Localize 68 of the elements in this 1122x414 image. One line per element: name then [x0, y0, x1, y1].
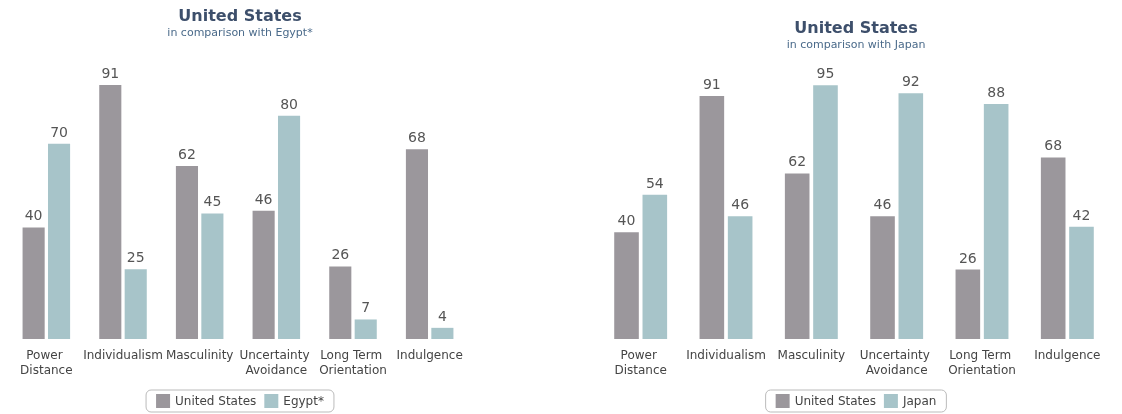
- x-tick-label: Individualism: [83, 347, 163, 362]
- data-label: 80: [280, 95, 298, 112]
- x-tick-label: Long Term Orientation: [948, 347, 1016, 377]
- bar: [431, 327, 454, 339]
- bar: [1069, 226, 1094, 339]
- bar: [277, 115, 301, 339]
- legend-label: United States: [794, 394, 876, 408]
- data-label: 68: [408, 129, 426, 146]
- bar: [699, 96, 725, 339]
- legend-label: Japan: [901, 394, 937, 408]
- bar: [870, 216, 895, 339]
- data-label: 95: [816, 65, 835, 82]
- bar: [642, 194, 668, 339]
- data-label: 62: [178, 146, 196, 163]
- data-label: 70: [50, 123, 68, 140]
- data-label: 54: [645, 174, 664, 191]
- data-label: 46: [254, 190, 273, 207]
- bar: [329, 266, 352, 339]
- bar: [47, 143, 71, 339]
- bar: [813, 85, 838, 339]
- data-label: 91: [702, 76, 721, 93]
- bar: [124, 269, 147, 339]
- data-label: 40: [24, 207, 43, 224]
- data-label: 62: [788, 153, 807, 170]
- legend-label: United States: [175, 394, 257, 408]
- data-label: 26: [331, 246, 350, 263]
- bar: [175, 166, 199, 339]
- data-label: 25: [126, 249, 145, 266]
- data-label: 68: [1044, 137, 1063, 154]
- chart-title: United States: [794, 17, 918, 37]
- data-label: 4: [437, 307, 447, 324]
- bar: [614, 232, 639, 339]
- chart-subtitle: in comparison with Japan: [786, 38, 926, 51]
- data-label: 92: [901, 73, 920, 90]
- bar: [1040, 157, 1066, 339]
- bar: [784, 173, 810, 339]
- x-tick-label: Uncertainty Avoidance: [859, 347, 934, 377]
- data-label: 88: [987, 84, 1006, 101]
- data-label: 26: [958, 249, 977, 266]
- bar: [22, 227, 45, 339]
- data-label: 46: [873, 196, 892, 213]
- x-tick-label: Indulgence: [1034, 347, 1101, 362]
- bar: [252, 210, 275, 339]
- x-tick-label: Uncertainty Avoidance: [239, 347, 314, 377]
- data-label: 45: [203, 193, 222, 210]
- bar: [201, 213, 224, 339]
- legend-label: Egypt*: [283, 394, 324, 408]
- x-tick-label: Indulgence: [396, 347, 463, 362]
- bar: [898, 93, 924, 339]
- chart-subtitle: in comparison with Egypt*: [167, 26, 314, 39]
- x-tick-label: Long Term Orientation: [319, 347, 387, 377]
- data-label: 7: [361, 299, 371, 316]
- x-tick-label: Individualism: [686, 347, 766, 362]
- data-label: 91: [101, 65, 120, 82]
- x-tick-label: Power Distance: [20, 347, 73, 377]
- data-label: 40: [617, 212, 636, 229]
- bar: [354, 319, 377, 339]
- data-label: 42: [1072, 206, 1091, 223]
- x-tick-label: Power Distance: [614, 347, 667, 377]
- bar: [983, 104, 1009, 339]
- x-tick-label: Masculinity: [777, 347, 846, 362]
- chart-title: United States: [178, 5, 302, 25]
- data-label: 46: [731, 196, 750, 213]
- bar: [955, 269, 981, 339]
- x-tick-label: Masculinity: [165, 347, 234, 362]
- bar: [99, 85, 122, 339]
- bar: [727, 216, 753, 339]
- bar: [405, 149, 429, 339]
